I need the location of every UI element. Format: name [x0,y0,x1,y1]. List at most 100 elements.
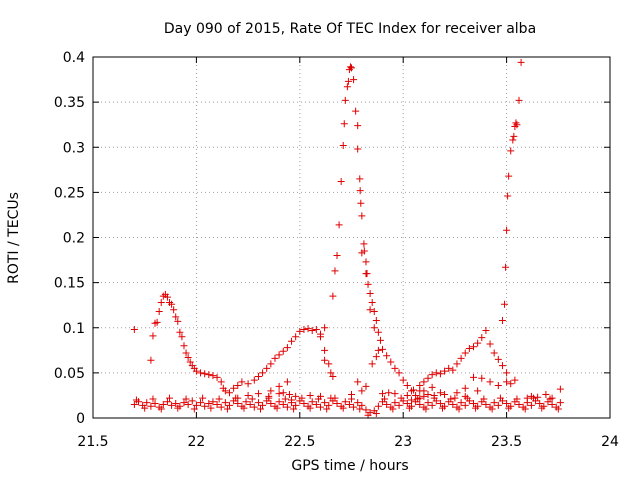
data-point [316,403,324,411]
data-point [244,391,252,399]
data-point [368,298,376,306]
data-point [174,317,182,325]
data-point [498,317,506,325]
data-point [381,395,389,403]
data-point [275,382,283,390]
data-point [279,347,287,355]
data-point [213,373,221,381]
data-point [244,380,252,388]
data-point [505,172,513,180]
y-tick-label: 0 [76,411,85,427]
data-point [186,358,194,366]
data-point [333,400,341,408]
data-point [366,306,374,314]
data-point [283,378,291,386]
data-point [534,393,542,401]
data-point [155,308,163,316]
data-point [130,326,138,334]
data-point [292,401,300,409]
data-point [461,392,469,400]
data-point [362,270,370,278]
data-point [350,76,358,84]
data-point [234,394,242,402]
data-point [217,403,225,411]
data-point [221,399,229,407]
data-point [143,399,151,407]
data-point [223,405,231,413]
data-point [387,358,395,366]
data-point [354,378,362,386]
data-point [209,372,217,380]
x-tick-label: 23 [394,434,412,450]
data-point [265,392,273,400]
data-point [397,394,405,402]
data-point [505,404,513,412]
data-point [428,401,436,409]
data-point [147,356,155,364]
data-point [192,367,200,375]
y-tick-label: 0.2 [63,231,85,247]
data-point [358,249,366,257]
data-point [292,333,300,341]
data-point [221,387,229,395]
data-point [486,340,494,348]
x-tick-label: 22 [187,434,205,450]
data-point [517,58,525,66]
data-point [205,371,213,379]
x-axis-label: GPS time / hours [291,458,408,474]
data-point [360,240,368,248]
data-point [513,395,521,403]
data-point [273,404,281,412]
data-point [346,63,354,71]
data-point [478,334,486,342]
data-point [441,367,449,375]
data-point [279,400,287,408]
data-point [157,298,165,306]
data-point [416,394,424,402]
data-point [217,378,225,386]
data-point [407,396,415,404]
data-point [432,369,440,377]
data-point [168,300,176,308]
data-point [327,394,335,402]
data-point [424,374,432,382]
data-point [391,364,399,372]
data-point [372,409,380,417]
data-point [321,346,329,354]
data-point [368,360,376,368]
data-point [271,354,279,362]
data-point [225,389,233,397]
series-spike-23.55 [498,58,525,388]
data-point [512,119,520,127]
data-point [389,405,397,413]
x-tick-label: 21.5 [77,434,108,450]
data-point [356,187,364,195]
data-point [308,326,316,334]
data-point [205,400,213,408]
data-point [424,391,432,399]
data-point [374,346,382,354]
data-point [416,400,424,408]
data-point [538,404,546,412]
data-point [288,396,296,404]
data-point [370,324,378,332]
data-point [461,401,469,409]
data-point [403,400,411,408]
data-point [465,345,473,353]
data-point [339,404,347,412]
data-point [254,390,262,398]
data-point [263,364,271,372]
data-point [362,382,370,390]
data-point [321,324,329,332]
data-point [504,192,512,200]
data-point [329,372,337,380]
data-point [395,369,403,377]
data-point [436,389,444,397]
data-point [288,337,296,345]
data-point [180,342,188,350]
data-point [503,226,511,234]
data-point [488,405,496,413]
data-point [296,327,304,335]
x-tick-label: 22.5 [284,434,315,450]
data-point [461,384,469,392]
